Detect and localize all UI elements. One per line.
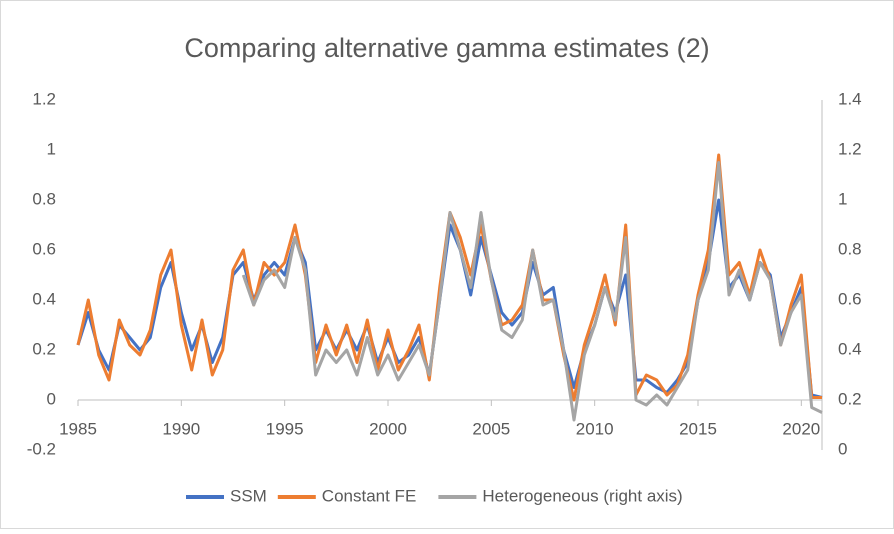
y-tick-label: 0.6 (32, 239, 56, 258)
y2-tick-label: 1.4 (838, 89, 862, 108)
y2-tick-label: 0 (838, 439, 847, 458)
y2-tick-label: 0.6 (838, 289, 862, 308)
x-tick-label: 1985 (59, 419, 97, 438)
x-tick-label: 2005 (472, 419, 510, 438)
x-tick-label: 1995 (266, 419, 304, 438)
x-tick-label: 1990 (162, 419, 200, 438)
x-tick-label: 2015 (679, 419, 717, 438)
series-line (241, 161, 823, 422)
legend-label: SSM (230, 486, 267, 505)
chart-title: Comparing alternative gamma estimates (2… (184, 33, 709, 63)
y-tick-label: 1.2 (32, 89, 56, 108)
y-tick-label: 0.4 (32, 289, 56, 308)
y2-tick-label: 1.2 (838, 139, 862, 158)
legend-label: Constant FE (322, 486, 417, 505)
x-tick-label: 2020 (782, 419, 820, 438)
legend-label: Heterogeneous (right axis) (482, 486, 682, 505)
y-tick-label: -0.2 (27, 439, 56, 458)
y2-tick-label: 0.8 (838, 239, 862, 258)
y-tick-label: 0.8 (32, 189, 56, 208)
x-tick-label: 2000 (369, 419, 407, 438)
x-tick-label: 2010 (576, 419, 614, 438)
y2-tick-label: 0.2 (838, 389, 862, 408)
y-tick-label: 0 (47, 389, 56, 408)
y-tick-label: 1 (47, 139, 56, 158)
y-tick-label: 0.2 (32, 339, 56, 358)
y2-tick-label: 0.4 (838, 339, 862, 358)
y2-tick-label: 1 (838, 189, 847, 208)
